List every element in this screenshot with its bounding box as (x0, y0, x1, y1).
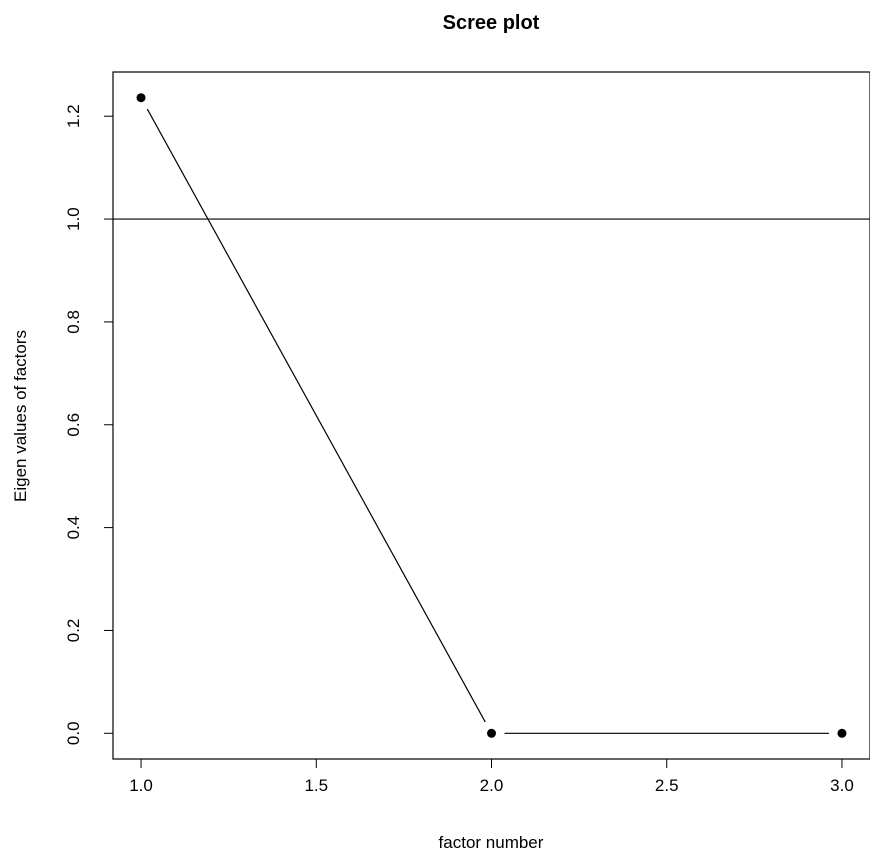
x-tick-label: 1.5 (304, 776, 328, 795)
chart-title: Scree plot (443, 12, 540, 34)
x-tick-label: 2.5 (655, 776, 679, 795)
x-tick-label: 3.0 (830, 776, 854, 795)
y-axis: 0.0 0.2 0.4 0.6 0.8 1.0 1.2 (64, 104, 114, 745)
y-tick-label: 1.2 (64, 104, 83, 128)
x-axis: 1.0 1.5 2.0 2.5 3.0 (129, 758, 854, 795)
y-tick-label: 0.8 (64, 310, 83, 334)
data-point (487, 728, 496, 738)
data-point (837, 728, 847, 738)
series-layer (136, 93, 847, 738)
plot-frame (112, 71, 870, 760)
y-tick-label: 0.6 (64, 413, 83, 437)
x-tick-label: 1.0 (129, 776, 153, 795)
y-tick-label: 0.0 (64, 721, 83, 745)
y-axis-label: Eigen values of factors (11, 330, 30, 502)
x-axis-label: factor number (439, 833, 544, 852)
y-tick-label: 0.4 (64, 516, 83, 540)
data-point (136, 93, 146, 103)
y-tick-label: 0.2 (64, 619, 83, 643)
x-tick-label: 2.0 (480, 776, 504, 795)
y-tick-label: 1.0 (64, 207, 83, 231)
series-line-segment (146, 108, 486, 723)
